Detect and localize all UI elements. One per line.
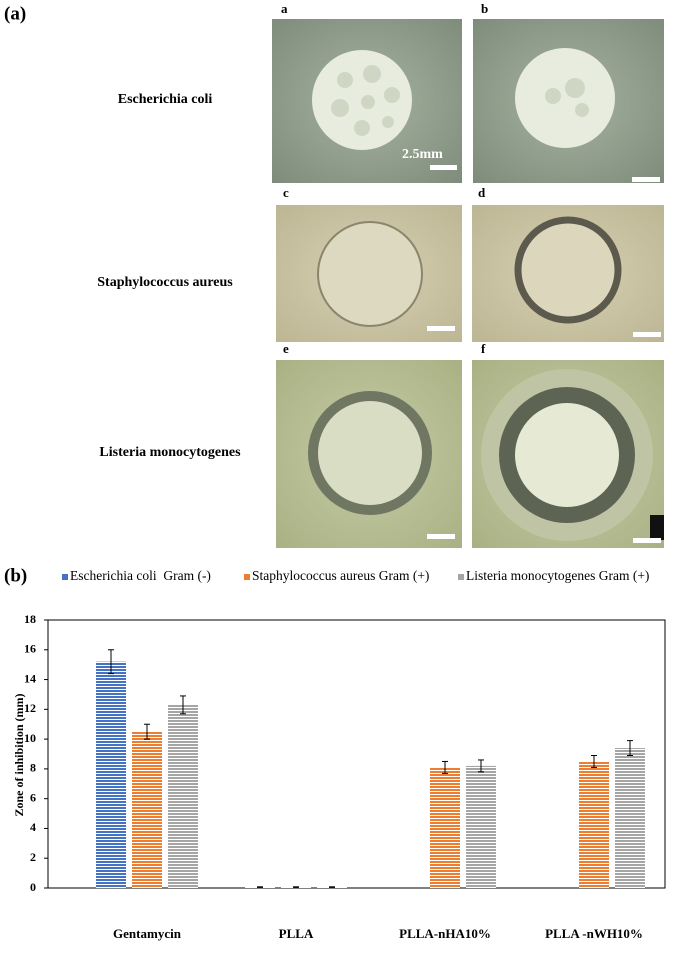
legend-swatch (458, 574, 464, 580)
bar (579, 761, 609, 888)
y-tick-label: 14 (24, 671, 36, 685)
photo-label: b (481, 1, 488, 16)
scale-label: 2.5mm (402, 147, 443, 162)
y-tick-label: 0 (30, 880, 36, 894)
error-bar (108, 649, 114, 675)
y-tick-label: 16 (24, 642, 36, 656)
photo (472, 360, 664, 548)
error-bar (627, 740, 633, 756)
x-tick-label: PLLA (279, 926, 314, 941)
bar (96, 661, 126, 888)
y-tick-label: 10 (24, 731, 36, 745)
panel-label: (a) (4, 3, 26, 24)
photo-label: e (283, 341, 289, 356)
legend-label: Listeria monocytogenes Gram (+) (466, 568, 649, 583)
y-axis-label: Zone of inhibition (mm) (12, 693, 26, 816)
photo (276, 205, 462, 342)
photo-label: c (283, 185, 289, 200)
y-tick-label: 2 (30, 850, 36, 864)
photo-label: f (481, 341, 486, 356)
photo (272, 19, 462, 183)
legend-label: Escherichia coli Gram (-) (70, 568, 211, 583)
bar (466, 765, 496, 888)
error-bar (144, 723, 150, 740)
plot-frame (47, 619, 666, 889)
photo-label: a (281, 1, 288, 16)
error-bar (329, 886, 335, 889)
photo (473, 19, 664, 183)
photo (276, 360, 462, 548)
x-tick-label: PLLA -nWH10% (545, 926, 643, 941)
y-tick-label: 12 (24, 701, 36, 715)
row-label: Escherichia coli (118, 92, 213, 107)
error-bar (293, 886, 299, 889)
error-bar (478, 759, 484, 773)
bar (168, 704, 198, 888)
legend-swatch (244, 574, 250, 580)
error-bar (257, 886, 263, 889)
x-tick-label: Gentamycin (113, 926, 182, 941)
row-label: Listeria monocytogenes (99, 445, 241, 460)
error-bar (180, 695, 186, 715)
bar (615, 748, 645, 888)
error-bar (442, 760, 448, 774)
photo (472, 205, 664, 342)
photo-label: d (478, 185, 486, 200)
bar (132, 731, 162, 888)
y-tick-label: 18 (24, 612, 36, 626)
legend-swatch (62, 574, 68, 580)
error-bar (591, 754, 597, 768)
bar (430, 767, 460, 888)
row-label: Staphylococcus aureus (97, 275, 233, 290)
y-tick-label: 8 (30, 761, 36, 775)
y-tick-label: 6 (30, 790, 36, 804)
legend-label: Staphylococcus aureus Gram (+) (252, 568, 429, 583)
y-tick-label: 4 (30, 820, 36, 834)
x-tick-label: PLLA-nHA10% (399, 926, 491, 941)
panel-label: (b) (4, 565, 27, 586)
